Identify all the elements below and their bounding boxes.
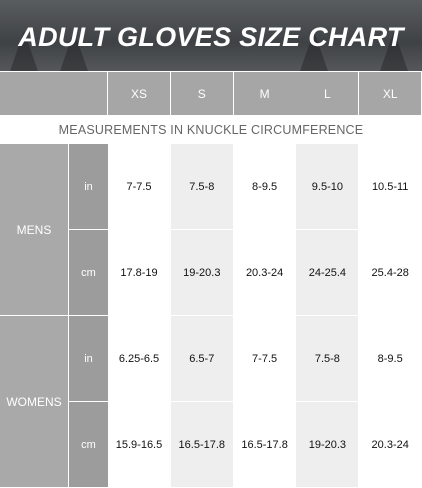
size-value: 6.25-6.5 <box>118 352 160 365</box>
group-label: WOMENS <box>0 316 68 487</box>
column-header: XS <box>108 72 170 115</box>
column-header: L <box>296 72 359 115</box>
size-value: 20.3-24 <box>245 266 284 279</box>
size-value: 8-9.5 <box>252 180 278 193</box>
size-value: 17.8-19 <box>120 266 158 279</box>
size-value: 16.5-17.8 <box>241 438 288 451</box>
unit-label: cm <box>69 230 108 315</box>
header-blank <box>0 72 107 115</box>
size-value: 7-7.5 <box>126 180 152 193</box>
size-value: 20.3-24 <box>371 438 409 451</box>
unit-label: cm <box>69 402 108 487</box>
title: ADULT GLOVES SIZE CHART <box>18 22 404 52</box>
tree-decoration <box>380 31 408 71</box>
unit-label: in <box>69 144 108 229</box>
size-value: 7.5-8 <box>296 316 359 401</box>
size-value: 15.9-16.5 <box>115 438 163 451</box>
size-value: 9.5-10 <box>296 144 359 229</box>
size-value: 16.5-17.8 <box>170 402 233 487</box>
size-value: 6.5-7 <box>170 316 233 401</box>
column-header: M <box>233 72 296 115</box>
subheader: MEASUREMENTS IN KNUCKLE CIRCUMFERENCE <box>58 123 364 137</box>
size-value: 25.4-28 <box>371 266 409 279</box>
column-header: XL <box>359 72 422 115</box>
size-value: 24-25.4 <box>296 230 359 315</box>
size-value: 10.5-11 <box>371 180 409 193</box>
unit-label: in <box>69 316 108 401</box>
size-value: 7.5-8 <box>170 144 233 229</box>
size-value: 8-9.5 <box>377 352 403 365</box>
size-value: 19-20.3 <box>170 230 233 315</box>
size-value: 19-20.3 <box>296 402 359 487</box>
tree-decoration <box>300 31 328 71</box>
tree-decoration <box>10 31 38 71</box>
group-label: MENS <box>0 144 68 315</box>
banner: ADULT GLOVES SIZE CHART <box>0 0 422 71</box>
column-header: S <box>170 72 233 115</box>
tree-decoration <box>60 31 88 71</box>
size-value: 7-7.5 <box>252 352 278 365</box>
